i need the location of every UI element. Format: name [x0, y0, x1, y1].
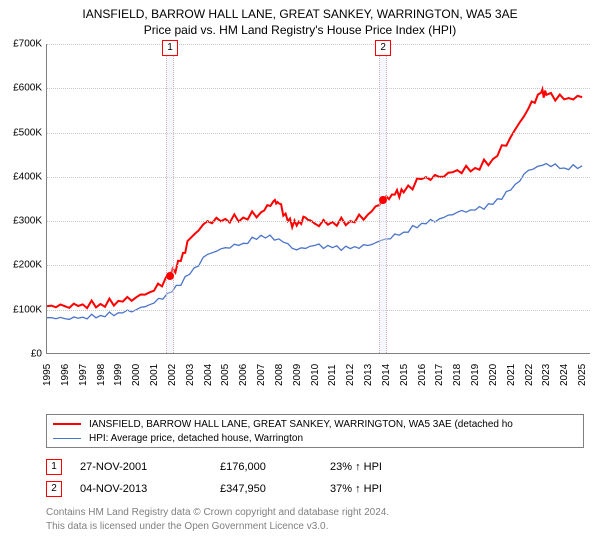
legend-label: IANSFIELD, BARROW HALL LANE, GREAT SANKE… — [89, 419, 513, 430]
sale-marker-on-chart: 1 — [162, 40, 178, 56]
gridline — [47, 88, 590, 89]
chart-title: IANSFIELD, BARROW HALL LANE, GREAT SANKE… — [0, 0, 600, 38]
x-axis-label: 2024 — [559, 364, 570, 386]
x-axis-label: 1999 — [113, 364, 124, 386]
x-axis-label: 1997 — [78, 364, 89, 386]
sale-marker-on-chart: 2 — [375, 40, 391, 56]
x-axis-label: 2013 — [363, 364, 374, 386]
y-axis-label: £600K — [0, 83, 42, 94]
y-axis-label: £400K — [0, 171, 42, 182]
credits-line: This data is licensed under the Open Gov… — [46, 520, 584, 534]
x-axis-label: 2018 — [452, 364, 463, 386]
x-axis-label: 2019 — [470, 364, 481, 386]
sale-price: £176,000 — [220, 461, 330, 473]
x-axis-label: 1995 — [42, 364, 53, 386]
sale-date: 27-NOV-2001 — [80, 461, 220, 473]
x-axis-labels: 1995199619971998199920002001200220032004… — [46, 354, 590, 378]
sale-dot — [379, 196, 387, 204]
y-axis-label: £500K — [0, 127, 42, 138]
sale-price: £347,950 — [220, 483, 330, 495]
x-axis-label: 2002 — [167, 364, 178, 386]
x-axis-label: 2023 — [541, 364, 552, 386]
x-axis-label: 2015 — [399, 364, 410, 386]
chart-container: IANSFIELD, BARROW HALL LANE, GREAT SANKE… — [0, 0, 600, 560]
x-axis-label: 2022 — [524, 364, 535, 386]
y-axis-label: £200K — [0, 260, 42, 271]
gridline — [47, 221, 590, 222]
x-axis-label: 2008 — [274, 364, 285, 386]
sale-diff: 23% ↑ HPI — [330, 461, 382, 473]
gridline — [47, 133, 590, 134]
x-axis-label: 2006 — [238, 364, 249, 386]
x-axis-label: 2003 — [185, 364, 196, 386]
line-series-svg — [47, 44, 591, 354]
sale-band — [166, 44, 174, 353]
x-axis-label: 2009 — [292, 364, 303, 386]
y-axis-label: £300K — [0, 216, 42, 227]
x-axis-label: 2007 — [256, 364, 267, 386]
x-axis-label: 2016 — [417, 364, 428, 386]
gridline — [47, 265, 590, 266]
x-axis-label: 2014 — [381, 364, 392, 386]
x-axis-label: 2010 — [310, 364, 321, 386]
legend-label: HPI: Average price, detached house, Warr… — [89, 433, 303, 444]
chart-area: 12 1995199619971998199920002001200220032… — [46, 44, 590, 378]
sale-marker: 2 — [46, 481, 62, 497]
sales-table: 1 27-NOV-2001 £176,000 23% ↑ HPI 2 04-NO… — [46, 456, 584, 500]
sale-diff: 37% ↑ HPI — [330, 483, 382, 495]
x-axis-label: 2005 — [220, 364, 231, 386]
x-axis-label: 2012 — [345, 364, 356, 386]
sale-date: 04-NOV-2013 — [80, 483, 220, 495]
x-axis-label: 1996 — [60, 364, 71, 386]
sale-row: 1 27-NOV-2001 £176,000 23% ↑ HPI — [46, 456, 584, 478]
credits: Contains HM Land Registry data © Crown c… — [46, 506, 584, 533]
y-axis-label: £100K — [0, 304, 42, 315]
gridline — [47, 44, 590, 45]
sale-dot — [166, 272, 174, 280]
title-metric: Price paid vs. HM Land Registry's House … — [0, 22, 600, 38]
x-axis-label: 2021 — [506, 364, 517, 386]
x-axis-label: 2017 — [434, 364, 445, 386]
x-axis-label: 2020 — [488, 364, 499, 386]
y-axis-label: £700K — [0, 39, 42, 50]
y-axis-label: £0 — [0, 349, 42, 360]
x-axis-label: 2025 — [577, 364, 588, 386]
legend-swatch — [53, 438, 81, 439]
x-axis-label: 2011 — [327, 364, 338, 386]
x-axis-label: 2004 — [203, 364, 214, 386]
plot-region: 12 — [46, 44, 590, 354]
x-axis-label: 2001 — [149, 364, 160, 386]
x-axis-label: 2000 — [131, 364, 142, 386]
sale-row: 2 04-NOV-2013 £347,950 37% ↑ HPI — [46, 478, 584, 500]
legend-row-hpi: HPI: Average price, detached house, Warr… — [53, 431, 577, 445]
gridline — [47, 177, 590, 178]
legend-row-price-paid: IANSFIELD, BARROW HALL LANE, GREAT SANKE… — [53, 417, 577, 431]
sale-marker: 1 — [46, 459, 62, 475]
gridline — [47, 310, 590, 311]
legend-box: IANSFIELD, BARROW HALL LANE, GREAT SANKE… — [46, 414, 584, 448]
credits-line: Contains HM Land Registry data © Crown c… — [46, 506, 584, 520]
x-axis-label: 1998 — [96, 364, 107, 386]
legend-swatch — [53, 423, 81, 425]
title-address: IANSFIELD, BARROW HALL LANE, GREAT SANKE… — [0, 6, 600, 22]
